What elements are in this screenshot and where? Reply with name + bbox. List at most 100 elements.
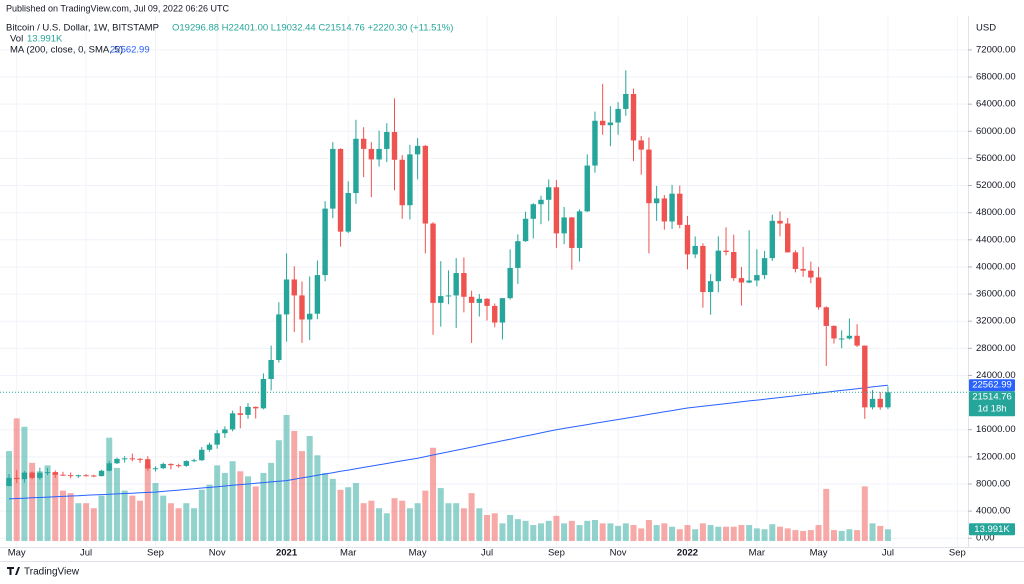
- x-tick-label: May: [8, 548, 26, 559]
- candle-body: [484, 298, 490, 306]
- legend-ma-value: 22562.99: [110, 45, 150, 56]
- volume-bar: [52, 472, 59, 541]
- candle-body: [838, 338, 845, 340]
- candle-body: [862, 345, 868, 408]
- candle-body: [869, 398, 876, 408]
- candle-body: [777, 220, 783, 224]
- volume-bar: [545, 520, 552, 541]
- candle-body: [306, 313, 313, 320]
- candle-body: [75, 475, 82, 477]
- volume-bar: [638, 528, 645, 541]
- candle-body: [91, 475, 97, 477]
- volume-bar: [846, 529, 853, 541]
- x-tick-label: May: [810, 548, 828, 559]
- volume-bar: [98, 495, 105, 541]
- candle-body: [468, 296, 475, 303]
- volume-bar: [352, 483, 359, 541]
- volume-bar: [807, 530, 814, 541]
- candle-body: [877, 398, 883, 408]
- volume-bar: [90, 508, 97, 541]
- candle-body: [885, 392, 891, 408]
- volume-bar: [167, 503, 174, 541]
- volume-bar: [21, 426, 28, 541]
- candle-body: [599, 120, 606, 126]
- candle-body: [700, 245, 706, 293]
- price-axis: 0.00 4000.00 8000.00 12000.00 16000.00 24000.…: [968, 44, 1016, 544]
- volume-bar: [453, 503, 460, 541]
- volume-bar: [306, 436, 313, 541]
- volume-bar: [221, 472, 228, 541]
- candle-body: [376, 148, 382, 160]
- volume-bar: [329, 478, 336, 541]
- candle-body: [769, 220, 775, 259]
- candle-body: [283, 279, 290, 315]
- volume-bar: [376, 508, 383, 541]
- candle-body: [29, 472, 35, 478]
- volume-bar: [753, 528, 760, 541]
- x-tick-label: Jul: [882, 548, 894, 559]
- candle-body: [584, 165, 590, 212]
- volume-bar: [399, 500, 406, 541]
- candle-body: [299, 295, 305, 320]
- y-tick-label: 28000.00: [976, 343, 1016, 354]
- volume-bar: [383, 513, 390, 541]
- volume-bar: [522, 520, 529, 541]
- candle-body: [121, 458, 128, 460]
- volume-bar: [445, 503, 452, 541]
- volume-bar: [430, 447, 437, 541]
- volume-bar: [707, 525, 714, 541]
- volume-bar: [815, 525, 822, 541]
- volume-bar: [823, 488, 830, 541]
- candle-body: [453, 273, 459, 296]
- time-axis: May Jul Sep Nov 2021 Mar May Jul Sep Nov 2022 Mar Ma…: [8, 548, 966, 559]
- volume-bar: [800, 530, 807, 541]
- volume-bar: [514, 519, 521, 541]
- volume-bar: [723, 526, 730, 541]
- volume-bar: [645, 520, 652, 541]
- x-tick-label: Nov: [610, 548, 627, 559]
- candle-body: [653, 198, 660, 204]
- candle-body: [661, 198, 668, 222]
- x-tick-label: Mar: [340, 548, 356, 559]
- volume-bar: [830, 530, 837, 541]
- candle-body: [245, 406, 251, 415]
- volume-bar: [83, 503, 90, 541]
- candle-body: [314, 275, 321, 314]
- candle-body: [44, 472, 51, 474]
- volume-bar: [653, 525, 660, 541]
- candle-body: [692, 245, 698, 255]
- volume-bar: [121, 490, 128, 541]
- volume-bar: [777, 526, 783, 541]
- volume-bar: [553, 515, 560, 541]
- volume-bar: [345, 487, 352, 541]
- volume-box: [969, 523, 1015, 536]
- candle-body: [399, 159, 405, 206]
- ma-price-label: 22562.99: [972, 380, 1012, 391]
- volume-bar: [576, 525, 583, 541]
- y-tick-label: 36000.00: [976, 289, 1016, 300]
- y-tick-label: 60000.00: [976, 126, 1016, 137]
- candle-body: [808, 270, 814, 278]
- y-tick-label: 0.00: [976, 533, 995, 544]
- volume-bar: [137, 500, 144, 541]
- candle-body: [492, 305, 498, 323]
- volume-bar: [106, 437, 113, 541]
- volume-bar: [468, 493, 475, 541]
- candle-body: [854, 335, 860, 346]
- legend-ma-name: MA (200, close, 0, SMA, 5): [10, 45, 123, 56]
- candle-body: [615, 108, 621, 123]
- y-tick-label: 64000.00: [976, 99, 1016, 110]
- x-tick-label: Nov: [209, 548, 226, 559]
- y-tick-label: 32000.00: [976, 316, 1016, 327]
- y-tick-label: 44000.00: [976, 234, 1016, 245]
- candle-body: [800, 268, 806, 271]
- volume-bar: [784, 528, 791, 541]
- candle-body: [384, 131, 390, 149]
- x-tick-label: Sep: [147, 548, 164, 559]
- volume-bar: [607, 523, 614, 541]
- candle-body: [160, 463, 166, 469]
- candle-body: [60, 474, 66, 476]
- volume-bar: [761, 529, 768, 541]
- logo-text: TradingView: [24, 567, 80, 578]
